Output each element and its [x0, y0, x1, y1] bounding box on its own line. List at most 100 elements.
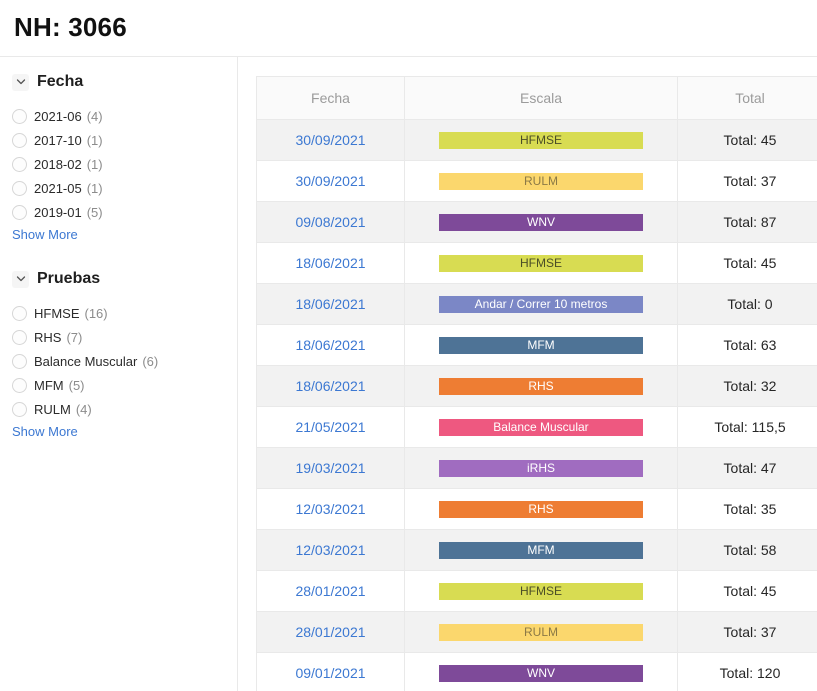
table-row: 18/06/2021 MFM Total: 63: [256, 324, 817, 366]
scale-badge: iRHS: [439, 459, 643, 477]
date-cell: 18/06/2021: [256, 283, 405, 325]
scale-badge: WNV: [439, 664, 643, 682]
table-row: 09/08/2021 WNV Total: 87: [256, 201, 817, 243]
total-cell: Total: 45: [677, 570, 817, 612]
radio-icon[interactable]: [12, 180, 27, 196]
column-header-escala: Escala: [404, 76, 678, 120]
radio-icon[interactable]: [12, 204, 27, 220]
radio-icon[interactable]: [12, 353, 27, 369]
date-cell: 19/03/2021: [256, 447, 405, 489]
filter-option[interactable]: 2019-01 (5): [12, 200, 227, 224]
scale-badge: MFM: [439, 541, 643, 559]
page-title: NH: 3066: [14, 12, 127, 42]
scale-badge: HFMSE: [439, 131, 643, 149]
chevron-down-icon: [12, 270, 29, 288]
filter-option[interactable]: 2021-05 (1): [12, 176, 227, 200]
radio-icon[interactable]: [12, 132, 27, 148]
filter-option-count: (1): [86, 132, 103, 148]
table-row: 18/06/2021 Andar / Correr 10 metros Tota…: [256, 283, 817, 325]
date-link[interactable]: 30/09/2021: [295, 173, 366, 189]
section-title: Pruebas: [37, 270, 101, 287]
date-cell: 12/03/2021: [256, 529, 405, 571]
content-area: Fecha 2021-06 (4) 2017-10 (1): [0, 57, 817, 691]
total-cell: Total: 0: [677, 283, 817, 325]
date-link[interactable]: 28/01/2021: [295, 624, 366, 640]
date-link[interactable]: 18/06/2021: [295, 378, 366, 394]
scale-cell: iRHS: [404, 447, 678, 489]
table-row: 12/03/2021 MFM Total: 58: [256, 529, 817, 571]
date-cell: 18/06/2021: [256, 242, 405, 284]
filter-option[interactable]: 2017-10 (1): [12, 128, 227, 152]
filter-option[interactable]: HFMSE (16): [12, 301, 227, 325]
radio-icon[interactable]: [12, 108, 27, 124]
scale-badge: Andar / Correr 10 metros: [439, 295, 643, 313]
date-link[interactable]: 18/06/2021: [295, 296, 366, 312]
date-cell: 12/03/2021: [256, 488, 405, 530]
total-cell: Total: 45: [677, 119, 817, 161]
date-link[interactable]: 21/05/2021: [295, 419, 366, 435]
scale-cell: RULM: [404, 611, 678, 653]
fecha-show-more-link[interactable]: Show More: [12, 227, 78, 242]
pruebas-show-more-link[interactable]: Show More: [12, 424, 78, 439]
radio-icon[interactable]: [12, 401, 27, 417]
filter-section-fecha: Fecha 2021-06 (4) 2017-10 (1): [12, 73, 227, 244]
table-row: 18/06/2021 HFMSE Total: 45: [256, 242, 817, 284]
scale-cell: RULM: [404, 160, 678, 202]
filter-option[interactable]: RULM (4): [12, 397, 227, 421]
radio-icon[interactable]: [12, 156, 27, 172]
scale-badge: RULM: [439, 623, 643, 641]
radio-icon[interactable]: [12, 305, 27, 321]
section-title: Fecha: [37, 73, 84, 90]
fecha-section-toggle[interactable]: Fecha: [12, 73, 227, 91]
date-cell: 21/05/2021: [256, 406, 405, 448]
date-link[interactable]: 09/08/2021: [295, 214, 366, 230]
filter-option-count: (1): [86, 156, 103, 172]
filter-option[interactable]: 2021-06 (4): [12, 104, 227, 128]
chevron-down-icon: [12, 73, 29, 91]
scale-cell: RHS: [404, 365, 678, 407]
filter-section-pruebas: Pruebas HFMSE (16) RHS (7): [12, 270, 227, 441]
table-header-row: Fecha Escala Total: [256, 76, 817, 120]
filter-option[interactable]: RHS (7): [12, 325, 227, 349]
filter-option-count: (5): [68, 377, 85, 393]
scale-cell: HFMSE: [404, 570, 678, 612]
scale-badge: RHS: [439, 377, 643, 395]
date-link[interactable]: 28/01/2021: [295, 583, 366, 599]
date-link[interactable]: 30/09/2021: [295, 132, 366, 148]
radio-icon[interactable]: [12, 377, 27, 393]
filter-option[interactable]: 2018-02 (1): [12, 152, 227, 176]
total-cell: Total: 115,5: [677, 406, 817, 448]
filter-option[interactable]: Balance Muscular (6): [12, 349, 227, 373]
date-link[interactable]: 12/03/2021: [295, 501, 366, 517]
table-row: 28/01/2021 HFMSE Total: 45: [256, 570, 817, 612]
date-link[interactable]: 12/03/2021: [295, 542, 366, 558]
filter-option-label: RULM: [34, 401, 71, 417]
total-cell: Total: 120: [677, 652, 817, 691]
table-row: 12/03/2021 RHS Total: 35: [256, 488, 817, 530]
table-row: 19/03/2021 iRHS Total: 47: [256, 447, 817, 489]
radio-icon[interactable]: [12, 329, 27, 345]
date-link[interactable]: 18/06/2021: [295, 337, 366, 353]
filter-option-count: (1): [86, 180, 103, 196]
table-row: 21/05/2021 Balance Muscular Total: 115,5: [256, 406, 817, 448]
scale-badge: RULM: [439, 172, 643, 190]
filter-sidebar: Fecha 2021-06 (4) 2017-10 (1): [0, 57, 238, 691]
date-cell: 28/01/2021: [256, 611, 405, 653]
scale-cell: WNV: [404, 201, 678, 243]
total-cell: Total: 32: [677, 365, 817, 407]
pruebas-section-toggle[interactable]: Pruebas: [12, 270, 227, 288]
date-link[interactable]: 09/01/2021: [295, 665, 366, 681]
filter-option-count: (4): [86, 108, 103, 124]
date-link[interactable]: 19/03/2021: [295, 460, 366, 476]
total-cell: Total: 37: [677, 611, 817, 653]
filter-option-label: 2019-01: [34, 204, 82, 220]
filter-option[interactable]: MFM (5): [12, 373, 227, 397]
filter-option-label: HFMSE: [34, 305, 80, 321]
date-cell: 30/09/2021: [256, 160, 405, 202]
filter-option-label: RHS: [34, 329, 62, 345]
table-row: 09/01/2021 WNV Total: 120: [256, 652, 817, 691]
date-link[interactable]: 18/06/2021: [295, 255, 366, 271]
scale-badge: RHS: [439, 500, 643, 518]
date-cell: 28/01/2021: [256, 570, 405, 612]
filter-option-count: (4): [75, 401, 92, 417]
